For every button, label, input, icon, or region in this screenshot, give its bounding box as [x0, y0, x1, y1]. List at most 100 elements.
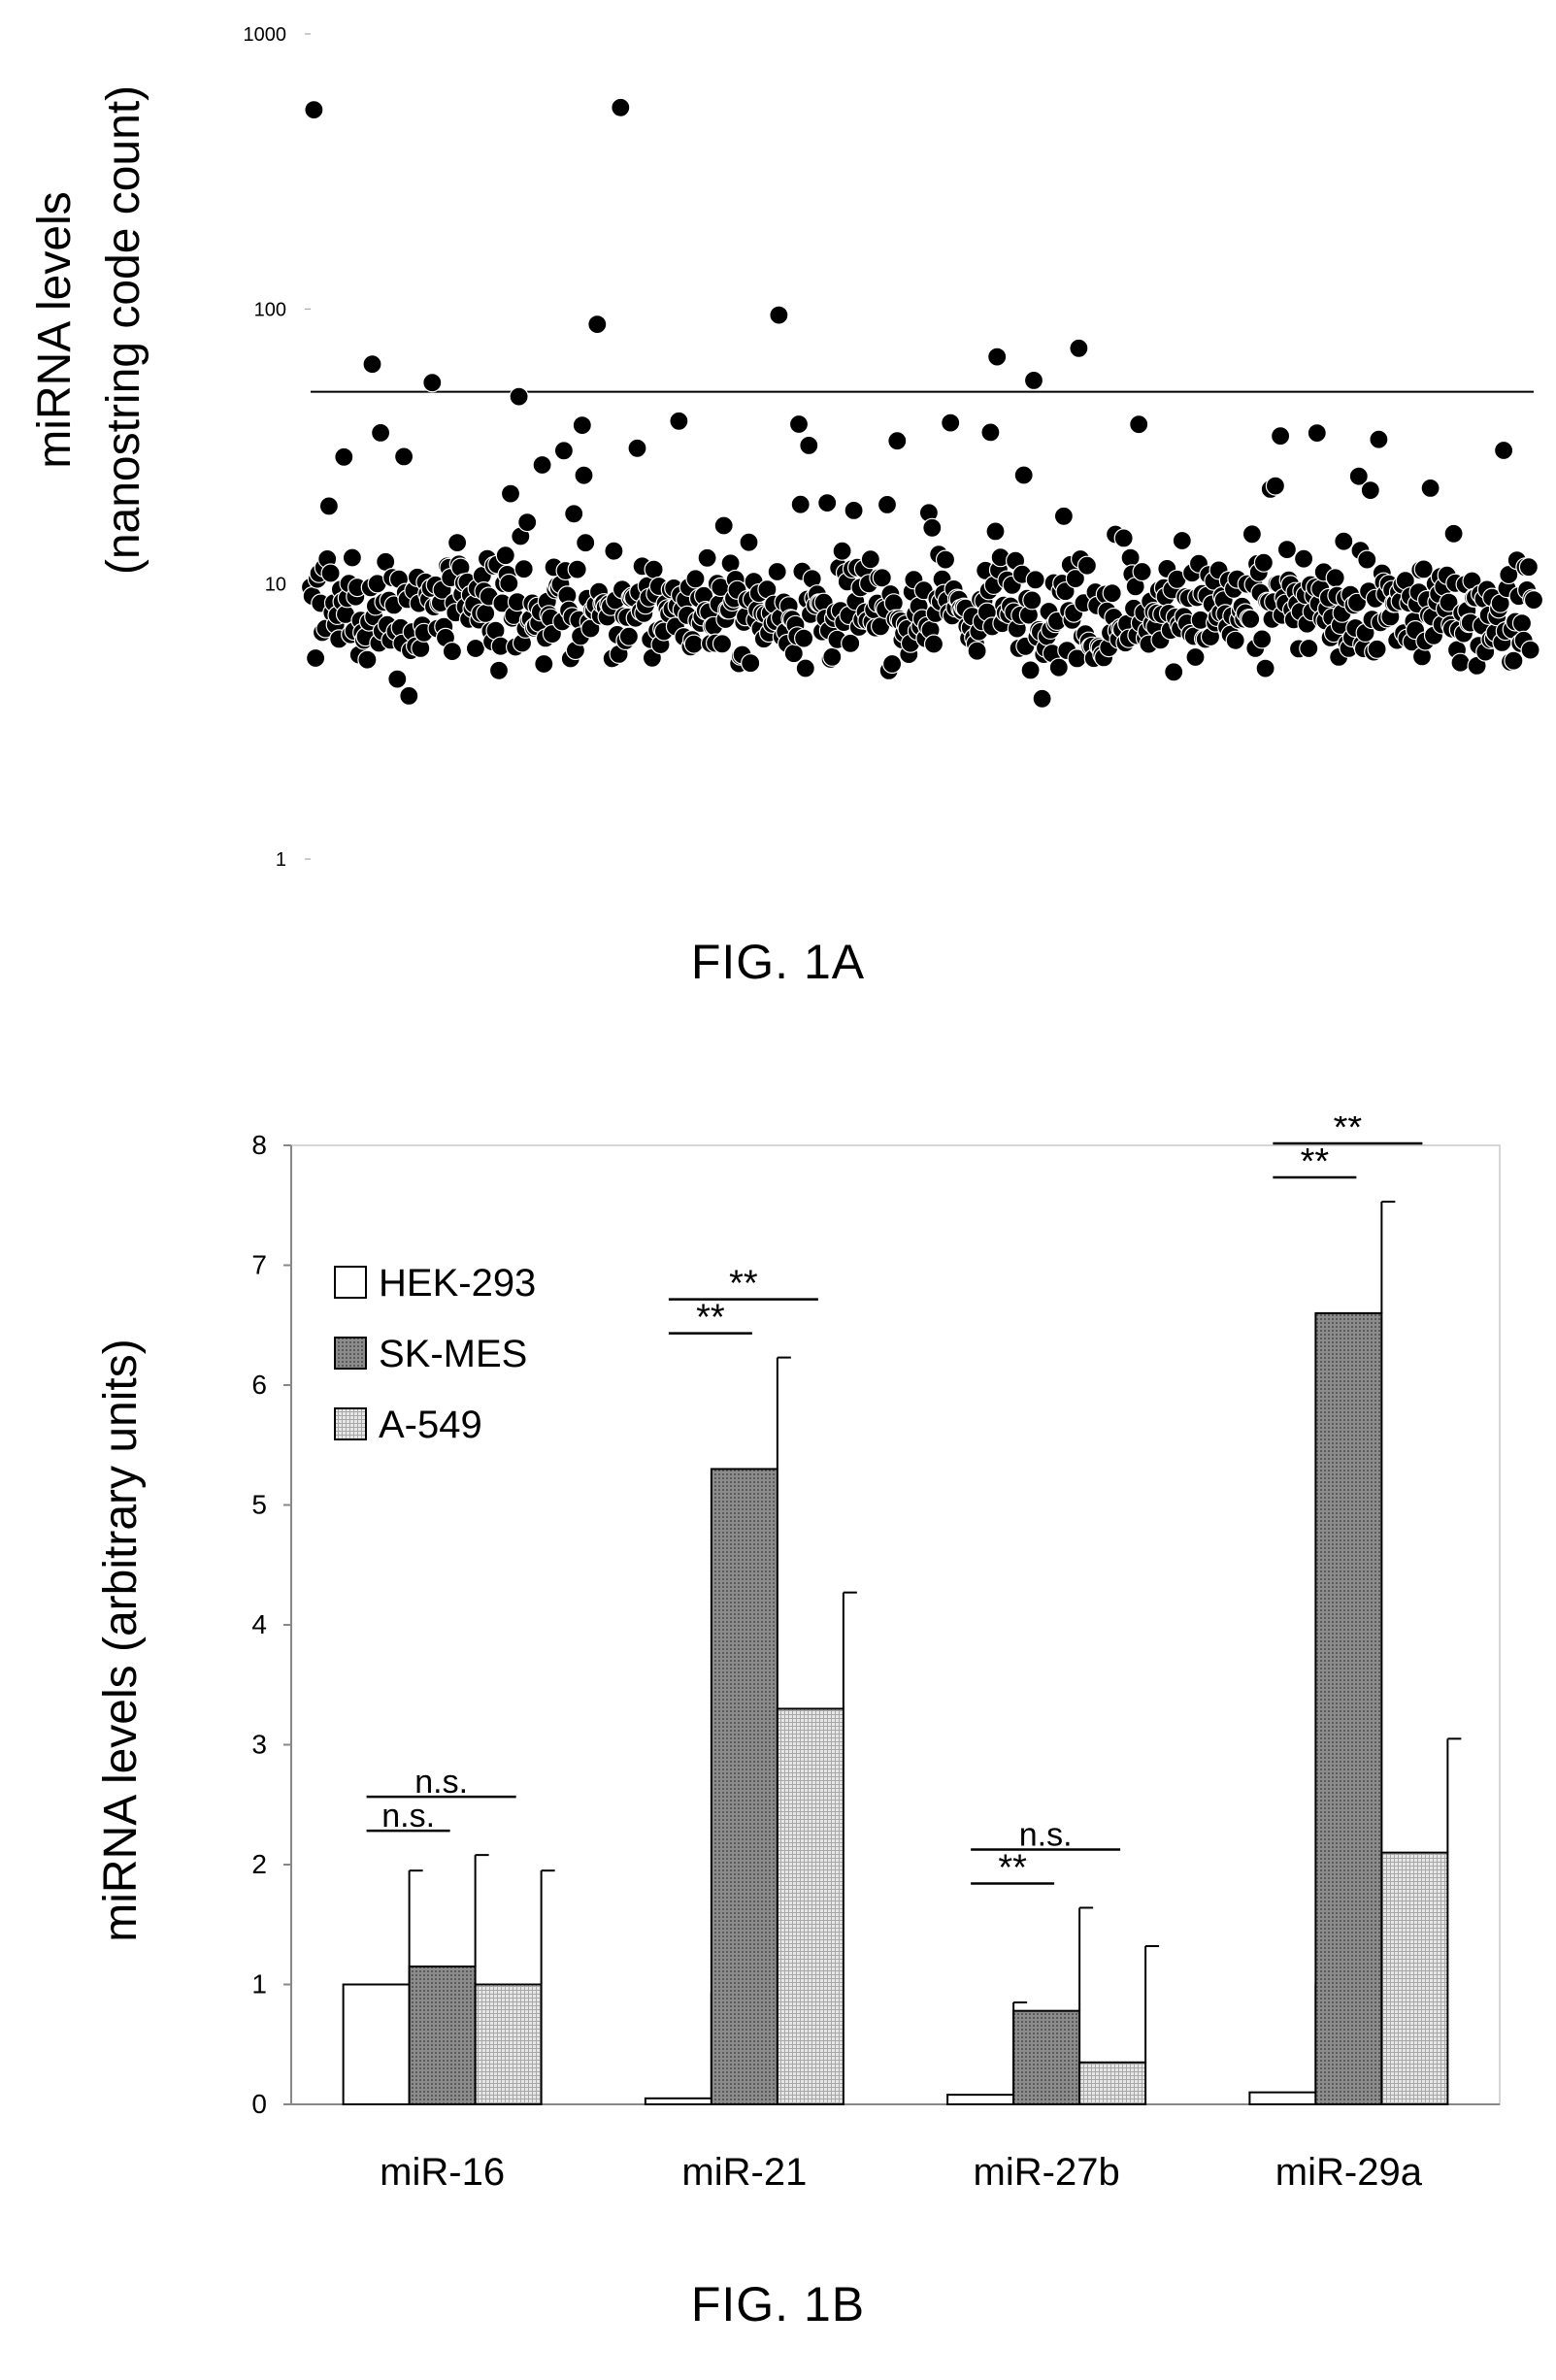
y-tick-label: 5 [251, 1490, 267, 1520]
data-point [1049, 658, 1068, 677]
data-point [1241, 610, 1260, 628]
significance-label: ** [998, 1847, 1027, 1888]
y-tick-label: 1 [276, 849, 286, 871]
data-point [568, 560, 586, 578]
data-point [577, 534, 595, 552]
data-point [1226, 631, 1244, 649]
data-point [1421, 479, 1440, 497]
data-point [466, 640, 484, 658]
y-tick-label: 1 [251, 1969, 267, 2000]
data-point [588, 315, 607, 334]
data-point [981, 423, 1000, 442]
data-point [842, 634, 860, 652]
data-point [937, 550, 955, 569]
data-point [496, 546, 514, 565]
data-point [795, 629, 813, 647]
data-point [490, 661, 509, 679]
data-point [1023, 591, 1042, 610]
data-point [645, 560, 663, 578]
data-point [1021, 661, 1040, 679]
data-point [790, 415, 809, 434]
data-point [1361, 481, 1379, 500]
data-point [1295, 549, 1313, 568]
data-point [1253, 630, 1272, 648]
data-point [800, 436, 818, 454]
data-point [670, 412, 688, 430]
data-point [1014, 466, 1033, 484]
data-point [1505, 651, 1523, 670]
data-point [358, 650, 377, 669]
y-axis-ticks: 1101001000 [244, 24, 312, 871]
x-category-label: miR-27b [974, 2151, 1120, 2194]
data-point [1519, 558, 1538, 577]
data-point [575, 466, 593, 484]
figure-caption-1a: FIG. 1A [0, 934, 1556, 990]
bar-sk-mes [410, 1967, 476, 2104]
data-point [1368, 640, 1386, 658]
bar-hek-293 [947, 2095, 1013, 2104]
data-point [1300, 640, 1318, 658]
data-point [714, 516, 733, 535]
data-point [1525, 591, 1543, 610]
bar-sk-mes [712, 1469, 778, 2104]
data-points [302, 98, 1543, 708]
significance-label: ** [1334, 1116, 1363, 1148]
data-point [443, 643, 461, 661]
y-tick-label: 3 [251, 1730, 267, 1760]
data-point [1266, 477, 1284, 495]
significance-label: ** [696, 1298, 725, 1339]
figure-caption-1b: FIG. 1B [0, 2276, 1556, 2332]
data-point [1133, 563, 1151, 581]
data-point [1254, 553, 1273, 572]
data-point [335, 447, 353, 466]
data-point [1358, 550, 1376, 569]
data-point [395, 447, 414, 466]
data-point [1114, 529, 1133, 547]
data-point [518, 513, 537, 532]
data-point [698, 548, 716, 567]
legend-label: SK-MES [379, 1333, 527, 1375]
legend-label: HEK-293 [379, 1262, 536, 1305]
data-point [554, 442, 573, 460]
figure-1a: 1101001000 miRNA levels (nanostring code… [0, 0, 1556, 1029]
data-point [1326, 569, 1344, 587]
data-point [713, 635, 732, 653]
x-category-label: miR-16 [380, 2151, 505, 2194]
significance-label: n.s. [1019, 1816, 1073, 1853]
significance-marks: n.s.n.s.******n.s.**** [367, 1116, 1423, 1888]
data-point [619, 627, 638, 645]
data-point [1103, 584, 1121, 603]
data-point [925, 635, 944, 653]
x-category-label: miR-29a [1275, 2151, 1423, 2194]
data-point [628, 439, 646, 457]
data-point [1256, 659, 1275, 678]
data-point [1272, 427, 1290, 446]
data-point [1070, 339, 1088, 357]
bar-a-549 [1079, 2063, 1145, 2104]
data-point [1242, 525, 1261, 544]
legend-swatch [335, 1338, 366, 1369]
data-point [477, 604, 495, 622]
y-tick-label: 100 [254, 299, 286, 320]
data-point [533, 456, 551, 475]
bar-chart: 012345678 miR-16miR-21miR-27bmiR-29a n.s… [0, 1116, 1556, 2375]
data-point [888, 432, 907, 450]
data-point [305, 101, 323, 119]
data-point [565, 505, 583, 523]
data-point [861, 550, 879, 569]
data-point [1451, 653, 1470, 672]
y-tick-label: 8 [251, 1130, 267, 1160]
data-point [363, 355, 381, 374]
data-point [307, 649, 325, 668]
significance-label: n.s. [381, 1798, 435, 1835]
significance-label: n.s. [414, 1764, 468, 1801]
data-point [988, 347, 1007, 366]
data-point [612, 98, 630, 116]
data-point [500, 575, 518, 593]
data-point [968, 642, 986, 660]
bar-sk-mes [1315, 1313, 1381, 2104]
y-axis-label: miRNA levels [29, 191, 81, 468]
data-point [740, 533, 758, 551]
data-point [844, 501, 863, 519]
data-point [686, 570, 705, 588]
